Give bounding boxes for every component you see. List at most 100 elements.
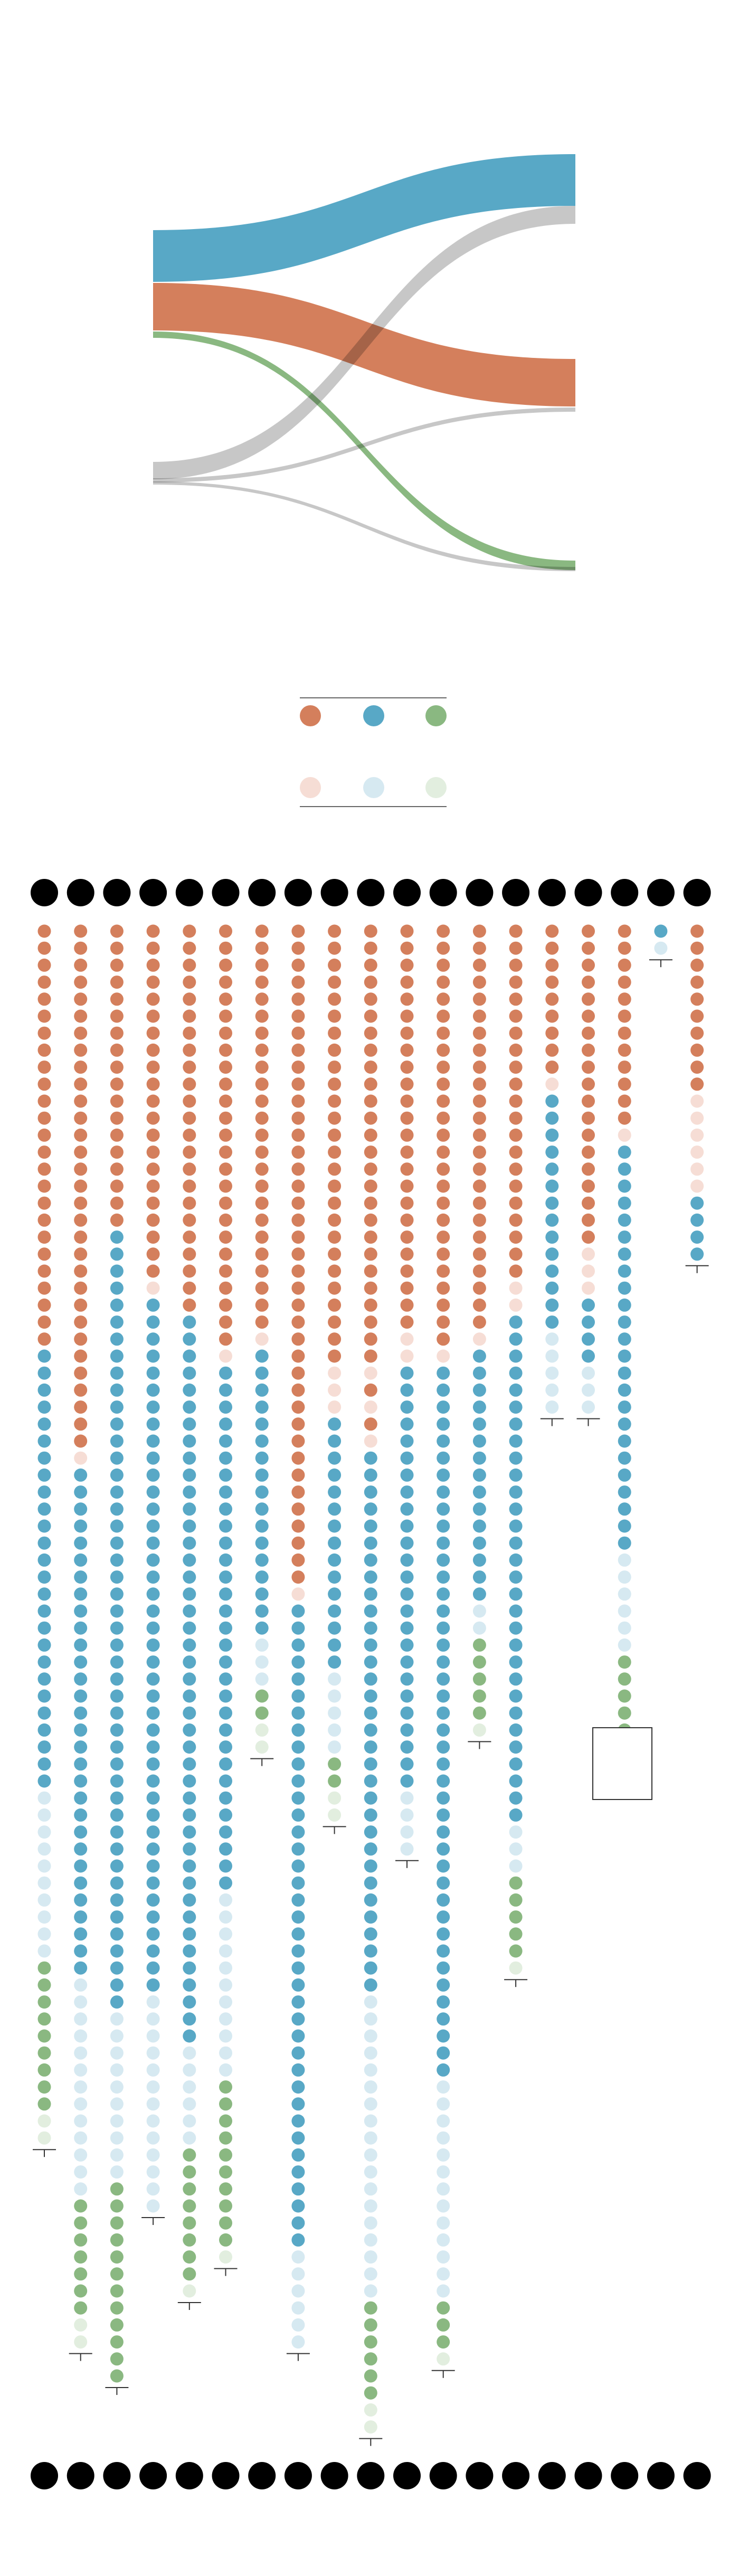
bottom-node xyxy=(248,2462,276,2489)
dot-orange xyxy=(183,1077,196,1091)
dot-blue xyxy=(74,1621,88,1635)
dot-column xyxy=(286,924,310,2361)
dot-green xyxy=(472,1689,486,1703)
dot-blue xyxy=(618,1400,631,1414)
dot-orange xyxy=(37,1009,51,1023)
dot-orange xyxy=(110,1128,124,1142)
dot-blue xyxy=(437,1638,450,1652)
dot-orange xyxy=(110,1145,124,1159)
dot-blue xyxy=(37,1553,51,1567)
dot-orange xyxy=(219,924,232,938)
dot-orange xyxy=(183,924,196,938)
dot-blue xyxy=(509,1621,523,1635)
dot-orange xyxy=(219,1043,232,1057)
dot-blue_light xyxy=(74,2080,88,2094)
dot-blue xyxy=(509,1774,523,1788)
dot-blue xyxy=(364,1553,377,1567)
dot-orange xyxy=(400,1179,414,1193)
dot-orange xyxy=(437,1264,450,1278)
dot-blue xyxy=(364,1502,377,1516)
dot-orange xyxy=(582,958,595,972)
dot-blue_light xyxy=(255,1672,269,1686)
dot-orange xyxy=(219,1281,232,1295)
dot-blue xyxy=(437,1604,450,1618)
dot-blue xyxy=(219,1825,232,1839)
dot-orange xyxy=(582,1111,595,1125)
dot-orange xyxy=(74,976,88,989)
dot-blue xyxy=(437,1485,450,1499)
dot-blue xyxy=(74,1672,88,1686)
top-node xyxy=(139,879,167,906)
dot-blue xyxy=(183,1910,196,1924)
dot-blue xyxy=(110,1791,124,1805)
dot-blue xyxy=(219,1400,232,1414)
dot-blue xyxy=(545,1264,559,1278)
dot-blue xyxy=(255,1519,269,1533)
sankey-flow-gray xyxy=(153,206,575,479)
dot-blue xyxy=(364,1638,377,1652)
dot-blue_light xyxy=(545,1400,559,1414)
dot-blue xyxy=(146,1927,160,1941)
dot-orange xyxy=(690,1026,704,1040)
dot-blue xyxy=(110,1587,124,1601)
dot-orange xyxy=(509,1162,523,1176)
dot-blue xyxy=(291,2216,305,2230)
dot-blue xyxy=(146,1740,160,1754)
dot-orange xyxy=(183,1281,196,1295)
dot-orange xyxy=(74,1196,88,1210)
dot-blue_light xyxy=(74,2029,88,2043)
dot-blue xyxy=(618,1213,631,1227)
dot-blue_light xyxy=(74,2148,88,2162)
dot-orange xyxy=(219,1247,232,1261)
dot-blue xyxy=(291,1638,305,1652)
dot-orange xyxy=(291,1434,305,1448)
dot-orange xyxy=(364,1026,377,1040)
dot-orange xyxy=(110,1179,124,1193)
dot-green_light xyxy=(37,2114,51,2128)
dot-orange xyxy=(364,1230,377,1244)
dot-blue xyxy=(110,1400,124,1414)
dot-orange_light xyxy=(618,1128,631,1142)
dot-blue xyxy=(183,1876,196,1890)
dot-orange xyxy=(400,1111,414,1125)
dot-blue xyxy=(74,1740,88,1754)
dot-orange xyxy=(110,992,124,1006)
dot-blue xyxy=(437,2012,450,2026)
dot-orange_light xyxy=(74,1451,88,1465)
dot-orange xyxy=(618,1043,631,1057)
dot-green_light xyxy=(183,2284,196,2298)
dot-blue xyxy=(364,1842,377,1856)
dot-orange xyxy=(219,976,232,989)
dot-blue xyxy=(437,1417,450,1431)
dot-orange xyxy=(364,1162,377,1176)
dot-orange xyxy=(328,1315,342,1329)
dot-orange xyxy=(219,1162,232,1176)
dot-blue_light xyxy=(437,2250,450,2264)
dot-blue xyxy=(146,1485,160,1499)
dot-column xyxy=(540,924,564,1426)
dot-blue xyxy=(146,1383,160,1397)
dot-green xyxy=(219,2148,232,2162)
dot-orange xyxy=(364,1298,377,1312)
dot-column xyxy=(177,924,201,2310)
dot-orange xyxy=(545,976,559,989)
dot-blue xyxy=(183,1808,196,1822)
dot-blue_light xyxy=(437,2114,450,2128)
dot-orange xyxy=(400,1247,414,1261)
dot-blue xyxy=(472,1536,486,1550)
dot-orange xyxy=(582,1060,595,1074)
dot-orange xyxy=(255,1094,269,1108)
dot-orange xyxy=(255,1315,269,1329)
dot-orange xyxy=(37,958,51,972)
dot-blue xyxy=(291,2199,305,2213)
dot-orange xyxy=(690,976,704,989)
dot-orange xyxy=(146,1162,160,1176)
dot-blue_light xyxy=(328,1706,342,1720)
dot-green_light xyxy=(509,1961,523,1975)
dot-orange xyxy=(74,1043,88,1057)
dot-blue xyxy=(146,1536,160,1550)
dot-blue xyxy=(110,1740,124,1754)
dot-blue xyxy=(291,2080,305,2094)
dot-orange xyxy=(146,1111,160,1125)
dot-green xyxy=(183,2267,196,2281)
